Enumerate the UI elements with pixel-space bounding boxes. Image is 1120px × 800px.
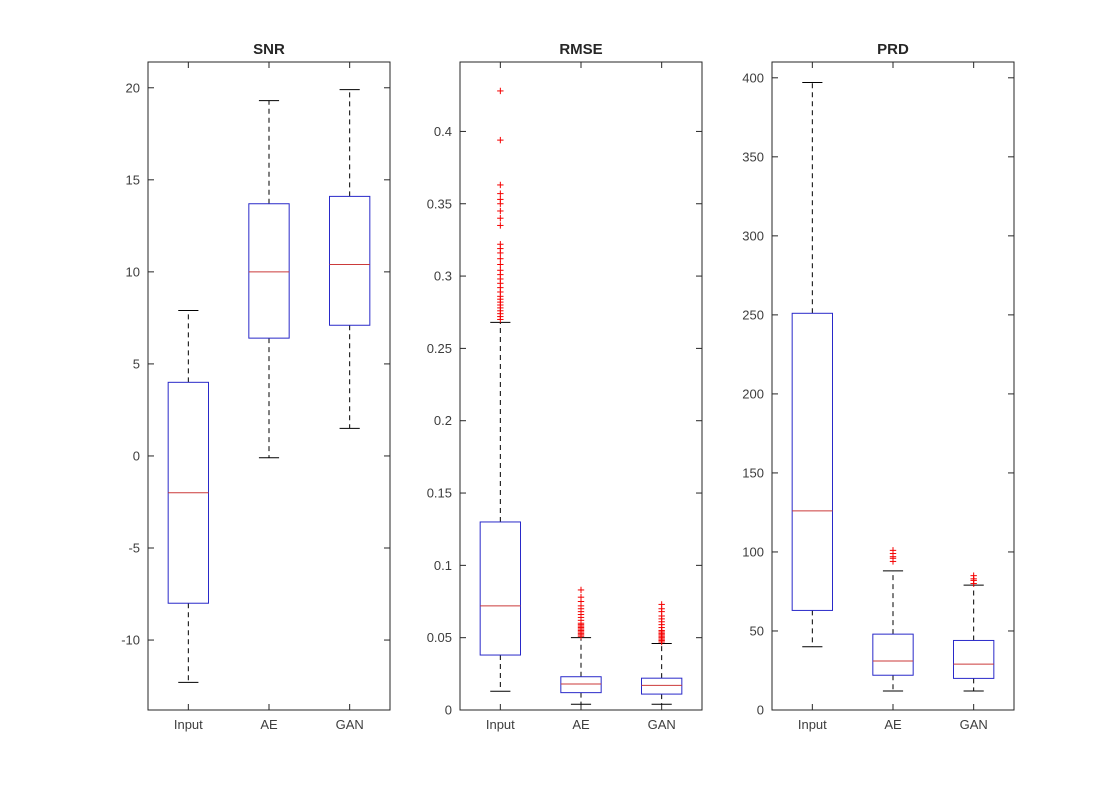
iqr-box <box>248 203 290 339</box>
y-tick-label: 15 <box>126 172 140 187</box>
x-tick-label: AE <box>260 717 278 732</box>
x-tick-label: GAN <box>960 717 988 732</box>
y-tick-label: 100 <box>742 544 764 559</box>
boxplot-chart-rmse: RMSE 0 0.05 0.1 0.15 0.2 0.25 0.3 0.35 0.4 Input A… <box>427 41 703 732</box>
iqr-box <box>953 639 995 679</box>
y-tick-label: 0 <box>757 703 764 718</box>
boxplot-chart-snr: SNR -10 -5 0 5 10 15 20 Input AE GAN <box>121 41 391 732</box>
y-tick-label: 10 <box>126 264 140 279</box>
x-tick-label: Input <box>798 717 827 732</box>
y-tick-label: 0 <box>133 448 140 463</box>
y-tick-label: 20 <box>126 80 140 95</box>
x-tick-label: Input <box>174 717 203 732</box>
y-tick-label: 250 <box>742 307 764 322</box>
y-tick-label: 0.35 <box>427 196 452 211</box>
y-tick-label: -5 <box>128 541 140 556</box>
iqr-box <box>791 312 833 611</box>
y-tick-label: 0.25 <box>427 341 452 356</box>
x-tick-label: GAN <box>648 717 676 732</box>
y-tick-label: 50 <box>750 623 764 638</box>
x-tick-label: GAN <box>336 717 364 732</box>
y-tick-label: 0.15 <box>427 486 452 501</box>
y-tick-label: 300 <box>742 228 764 243</box>
y-tick-label: 0.1 <box>434 558 452 573</box>
iqr-box <box>872 633 914 676</box>
x-tick-label: Input <box>486 717 515 732</box>
y-tick-label: 0 <box>445 703 452 718</box>
y-tick-label: 0.4 <box>434 124 452 139</box>
y-tick-label: 150 <box>742 465 764 480</box>
y-tick-label: -10 <box>121 633 140 648</box>
chart-title-prd: PRD <box>877 41 909 58</box>
boxplot-chart-prd: PRD 0 50 100 150 200 250 300 350 400 Input AE GAN <box>742 41 1015 732</box>
iqr-box <box>641 677 683 695</box>
y-tick-label: 400 <box>742 70 764 85</box>
chart-title-snr: SNR <box>253 41 285 58</box>
iqr-box <box>560 676 602 694</box>
y-tick-label: 350 <box>742 149 764 164</box>
chart-title-rmse: RMSE <box>559 41 602 58</box>
y-tick-label: 0.3 <box>434 269 452 284</box>
iqr-box <box>329 195 371 326</box>
x-tick-label: AE <box>572 717 590 732</box>
y-tick-label: 0.05 <box>427 630 452 645</box>
iqr-box <box>479 521 521 656</box>
x-tick-label: AE <box>884 717 902 732</box>
y-tick-label: 0.2 <box>434 413 452 428</box>
y-tick-label: 5 <box>133 356 140 371</box>
y-tick-label: 200 <box>742 386 764 401</box>
